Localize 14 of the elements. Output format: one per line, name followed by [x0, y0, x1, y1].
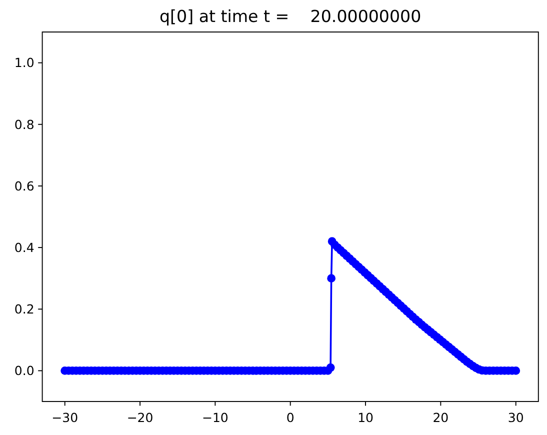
- y-tick-label: 0.6: [14, 178, 34, 194]
- x-tick-label: 30: [508, 410, 524, 425]
- chart-title: q[0] at time t = 20.00000000: [160, 7, 422, 26]
- y-tick-label: 0.2: [14, 302, 34, 316]
- x-tick-label: −30: [52, 410, 78, 425]
- y-tick-label: 0.8: [14, 116, 34, 132]
- y-tick-label: 1.0: [14, 55, 34, 70]
- y-tick-label: 0.0: [14, 363, 34, 378]
- x-tick-label: 20: [432, 410, 449, 425]
- y-tick-label: 0.4: [14, 240, 34, 255]
- x-tick-label: 10: [358, 410, 374, 425]
- x-tick-label: −20: [126, 410, 154, 425]
- x-tick-label: 0: [286, 410, 294, 425]
- x-tick-label: −10: [202, 410, 228, 425]
